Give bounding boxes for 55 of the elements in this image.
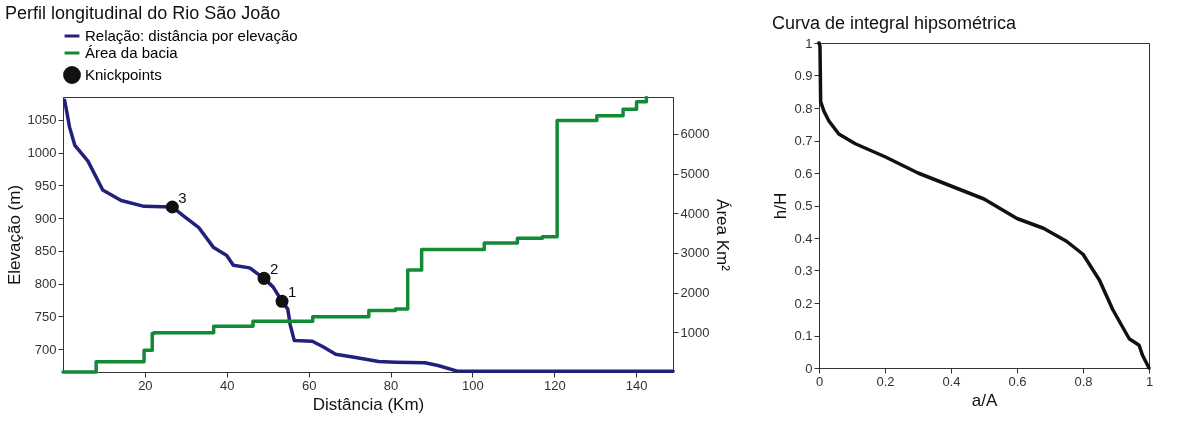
y-tick-label: 0.9 (794, 68, 813, 83)
x-tick-label: 100 (462, 377, 484, 393)
y-tick-label: 750 (34, 308, 57, 324)
y-tick-label: 950 (34, 177, 57, 193)
y-tick-label: 0.8 (794, 100, 813, 116)
x-axis-title: a/A (971, 390, 998, 410)
annotation: 3 (178, 189, 187, 206)
y-tick-label: 0.7 (794, 133, 813, 148)
y-tick-label: 0.4 (794, 230, 813, 246)
chart-title: Curva de integral hipsométrica (771, 13, 1018, 33)
x-tick-label: 140 (625, 377, 648, 393)
y-tick-label: 0 (805, 360, 813, 376)
y2-tick-label: 6000 (680, 126, 710, 142)
y-tick-label: 0.5 (794, 198, 813, 213)
y-tick-label: 0.6 (794, 165, 813, 181)
line-series (817, 41, 1151, 370)
y-tick-label: 850 (34, 243, 57, 259)
y-tick-label: 1 (805, 35, 813, 51)
y2-tick-label: 2000 (680, 285, 710, 301)
y2-tick-label: 3000 (680, 245, 710, 261)
x-tick-label: 0.4 (942, 373, 961, 389)
annotation: 1 (288, 283, 297, 301)
y2-axis-title: Área Km² (713, 199, 733, 272)
legend-label: Área da bacia (85, 44, 179, 61)
x-tick-label: 80 (383, 377, 399, 393)
point (275, 294, 289, 308)
y-tick-label: 900 (34, 210, 57, 226)
x-tick-label: 0 (815, 373, 824, 389)
y-axis-title: h/H (771, 192, 791, 220)
y-tick-label: 0.1 (794, 328, 813, 343)
y2-tick-label: 1000 (680, 324, 710, 340)
point (257, 271, 271, 285)
y-tick-label: 1050 (27, 112, 57, 128)
x-tick-label: 120 (543, 377, 566, 393)
y-axis-title: Elevação (m) (4, 184, 24, 286)
x-tick-label: 40 (220, 377, 235, 393)
annotation: 2 (270, 260, 279, 278)
y-tick-label: 800 (34, 276, 57, 292)
legend-label: Relação: distância por elevação (85, 27, 298, 44)
y-tick-label: 1000 (27, 145, 57, 161)
x-tick-label: 0.8 (1074, 373, 1093, 389)
y2-tick-label: 4000 (680, 205, 710, 221)
x-tick-label: 60 (301, 377, 317, 393)
y-tick-label: 700 (34, 341, 57, 357)
x-tick-label: 0.6 (1008, 373, 1027, 389)
point (165, 200, 179, 214)
chart-title: Perfil longitudinal do Rio São João (5, 3, 281, 23)
x-tick-label: 0.2 (876, 373, 895, 389)
x-tick-label: 1 (1145, 373, 1154, 389)
y2-tick-label: 5000 (680, 166, 710, 182)
y-tick-label: 0.3 (794, 263, 813, 278)
legend-label: Knickpoints (85, 66, 162, 83)
y-tick-label: 0.2 (794, 295, 813, 311)
x-tick-label: 20 (138, 377, 153, 393)
x-axis-title: Distância (Km) (312, 394, 425, 414)
